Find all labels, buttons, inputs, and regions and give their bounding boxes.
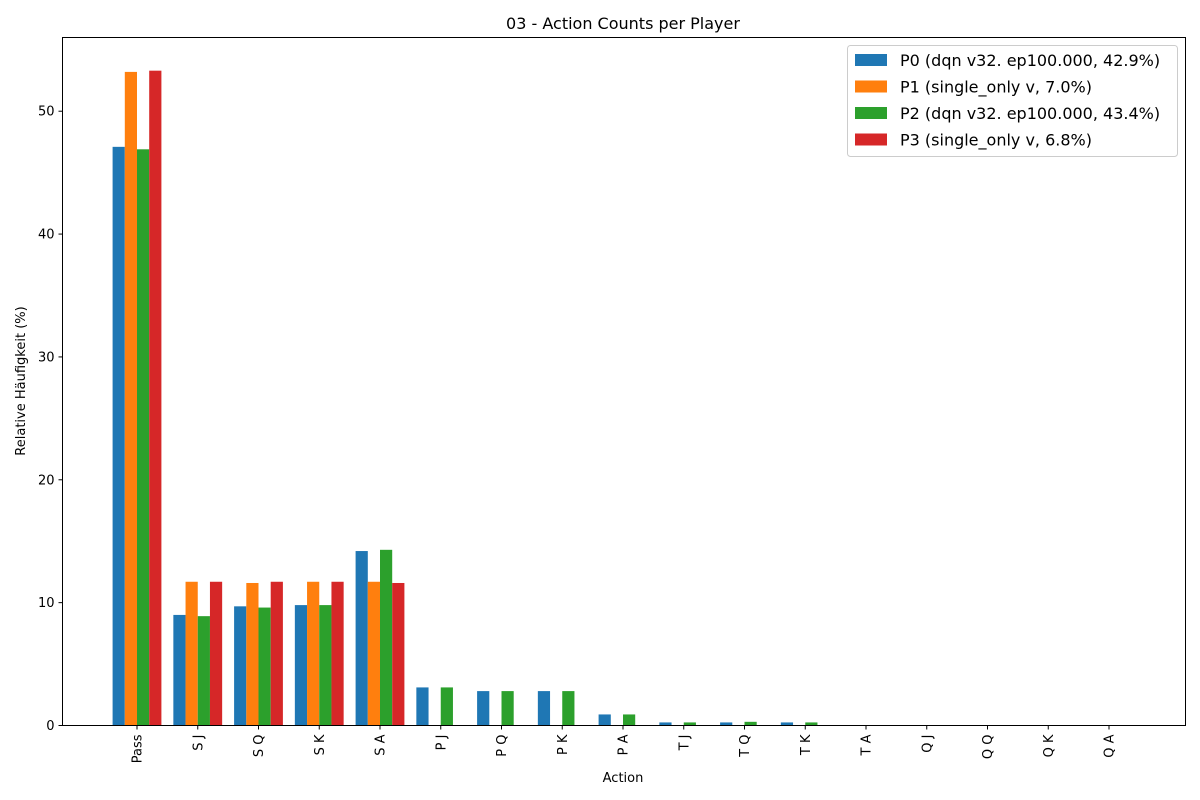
- x-tick-label: P J: [434, 735, 449, 751]
- bar-p-k-p2: [562, 691, 575, 726]
- bar-t-q-p0: [720, 722, 733, 726]
- x-tick-label: T K: [799, 734, 814, 756]
- bar-p-q-p2: [501, 691, 514, 726]
- x-tick-label: Q J: [920, 735, 935, 753]
- y-axis: 0 10 20 30 40 50: [38, 105, 63, 734]
- legend-swatch: [855, 54, 887, 66]
- bar-s-q-p2: [258, 607, 271, 726]
- bar-s-q-p1: [246, 582, 259, 726]
- legend-label: P0 (dqn v32. ep100.000, 42.9%): [900, 51, 1160, 70]
- bar-t-j-p2: [683, 722, 696, 726]
- bar-p-a-p0: [598, 714, 611, 726]
- bar-s-j-p3: [209, 581, 223, 726]
- bar-t-k-p2: [805, 722, 818, 726]
- x-tick-label: Pass: [131, 734, 146, 763]
- bar-s-k-p2: [319, 605, 332, 726]
- bar-pass-p1: [124, 71, 137, 726]
- x-tick-label: Q A: [1103, 734, 1118, 757]
- bar-s-a-p0: [355, 551, 368, 726]
- bar-s-k-p1: [307, 581, 320, 726]
- x-axis: Pass S J S Q S K S A P J P Q P K P A T J T Q T K T A…: [131, 725, 1118, 763]
- bar-pass-p3: [149, 70, 162, 726]
- x-tick-label: T J: [677, 735, 692, 752]
- y-tick-label: 30: [38, 350, 55, 365]
- bar-s-k-p3: [331, 581, 344, 726]
- plot-frame: [62, 37, 1186, 726]
- x-tick-label: Q K: [1042, 734, 1057, 757]
- legend-label: P3 (single_only v, 6.8%): [900, 131, 1092, 151]
- bar-s-a-p2: [380, 549, 393, 726]
- chart-title: 03 - Action Counts per Player: [506, 14, 740, 33]
- x-axis-label: Action: [603, 771, 644, 786]
- legend: P0 (dqn v32. ep100.000, 42.9%) P1 (single…: [847, 45, 1178, 157]
- bar-p-k-p0: [537, 691, 551, 726]
- bar-s-j-p0: [173, 614, 186, 726]
- bar-pass-p0: [112, 146, 125, 726]
- bar-s-q-p3: [270, 581, 283, 726]
- legend-label: P1 (single_only v, 7.0%): [900, 78, 1092, 98]
- bar-pass-p2: [137, 149, 150, 726]
- legend-label: P2 (dqn v32. ep100.000, 43.4%): [900, 104, 1160, 123]
- legend-frame: [847, 45, 1178, 157]
- x-tick-label: S J: [191, 735, 206, 751]
- bar-s-q-p0: [234, 606, 247, 726]
- legend-swatch: [855, 80, 887, 93]
- y-axis-label: Relative Häufigkeit (%): [14, 306, 29, 455]
- bar-s-a-p1: [367, 581, 380, 726]
- x-tick-label: S Q: [252, 735, 267, 758]
- bars-group: [112, 70, 818, 726]
- x-tick-label: Q Q: [981, 735, 996, 760]
- bar-t-k-p0: [780, 722, 794, 726]
- bar-p-q-p0: [477, 691, 490, 726]
- x-tick-label: P Q: [495, 735, 510, 757]
- bar-p-j-p0: [416, 687, 429, 726]
- y-tick-label: 20: [38, 473, 55, 488]
- legend-swatch: [855, 107, 887, 119]
- bar-s-j-p2: [197, 616, 210, 726]
- bar-t-j-p0: [659, 722, 672, 726]
- y-tick-label: 40: [38, 228, 55, 243]
- bar-s-k-p0: [294, 605, 308, 726]
- bar-s-a-p3: [392, 582, 405, 726]
- x-tick-label: T Q: [738, 735, 753, 758]
- y-tick-label: 50: [38, 105, 55, 120]
- bar-s-j-p1: [185, 581, 198, 726]
- x-tick-label: T A: [860, 734, 875, 756]
- x-tick-label: S K: [313, 734, 328, 755]
- bar-p-j-p2: [440, 687, 453, 726]
- y-tick-label: 10: [38, 596, 55, 611]
- x-tick-label: S A: [374, 734, 389, 755]
- x-tick-label: P K: [556, 734, 571, 755]
- bar-p-a-p2: [623, 714, 636, 726]
- y-tick-label: 0: [46, 719, 54, 734]
- legend-swatch: [855, 133, 887, 146]
- bar-t-q-p2: [744, 721, 757, 726]
- x-tick-label: P A: [617, 734, 632, 755]
